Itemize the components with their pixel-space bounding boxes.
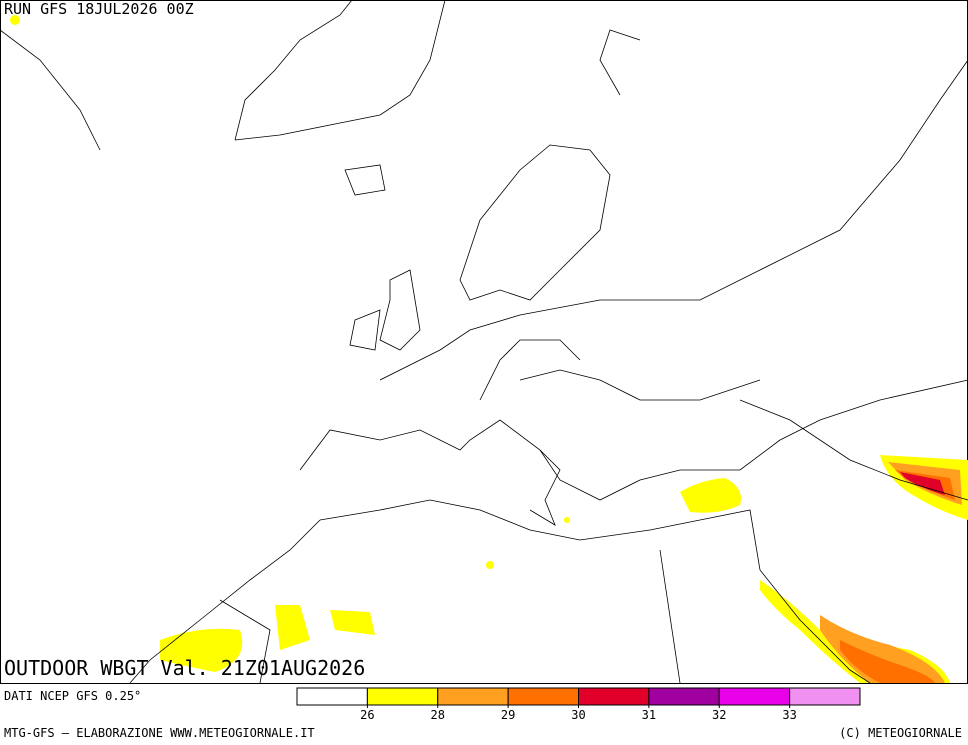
tick-label: 31 (642, 708, 656, 722)
color-box (648, 687, 720, 706)
tick-label: 26 (360, 708, 374, 722)
colorbar: 26 28 29 30 31 32 33 (296, 687, 861, 722)
map-title: OUTDOOR WBGT Val. 21Z01AUG2026 (4, 656, 365, 680)
tick-label: 33 (782, 708, 796, 722)
color-box (296, 687, 368, 706)
map-frame (0, 0, 968, 684)
color-box (437, 687, 509, 706)
footer-left: MTG-GFS — ELABORAZIONE WWW.METEOGIORNALE… (4, 726, 315, 740)
footer-right: (C) METEOGIORNALE (839, 726, 962, 740)
color-box (718, 687, 791, 706)
tick-label: 30 (571, 708, 585, 722)
map-fields (10, 15, 968, 683)
tick-label: 28 (431, 708, 445, 722)
color-box (789, 687, 861, 706)
source-label: DATI NCEP GFS 0.25° (4, 689, 141, 703)
color-box (507, 687, 579, 706)
tick-label: 29 (501, 708, 515, 722)
run-label: RUN GFS 18JUL2026 00Z (4, 0, 194, 18)
color-box (578, 687, 650, 706)
color-box (366, 687, 439, 706)
tick-label: 32 (712, 708, 726, 722)
coastlines (0, 0, 968, 684)
